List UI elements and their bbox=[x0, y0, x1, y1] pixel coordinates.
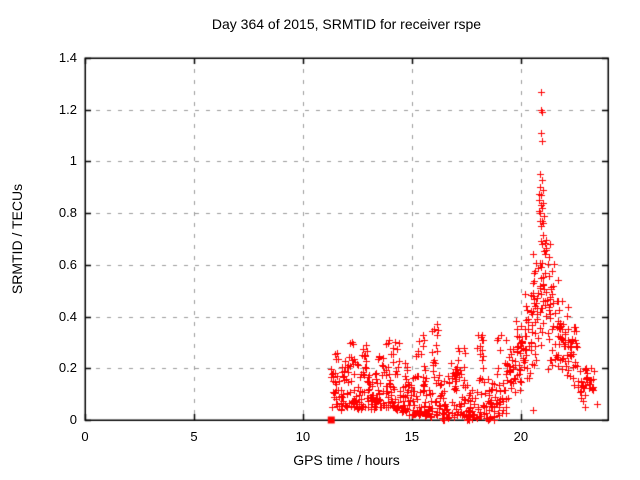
y-tick-label: 0.6 bbox=[58, 256, 77, 272]
x-tick-label: 20 bbox=[513, 429, 529, 444]
x-tick-label: 5 bbox=[190, 429, 198, 444]
y-tick-label: 0.4 bbox=[58, 308, 77, 324]
x-tick-label: 10 bbox=[295, 429, 311, 444]
y-axis-label: SRMTID / TECUs bbox=[9, 183, 25, 295]
x-tick-label: 15 bbox=[404, 429, 420, 444]
y-tick-label: 1.2 bbox=[58, 101, 77, 117]
y-tick-label: 0.8 bbox=[58, 205, 77, 221]
x-tick-label: 0 bbox=[81, 429, 89, 444]
y-tick-label: 1 bbox=[69, 153, 77, 169]
chart-title: Day 364 of 2015, SRMTID for receiver rsp… bbox=[211, 16, 482, 32]
y-tick-label: 1.4 bbox=[58, 50, 77, 65]
y-tick-label: 0 bbox=[69, 412, 77, 427]
y-tick-label: 0.2 bbox=[58, 360, 77, 376]
x-axis-label: GPS time / hours bbox=[293, 452, 400, 468]
